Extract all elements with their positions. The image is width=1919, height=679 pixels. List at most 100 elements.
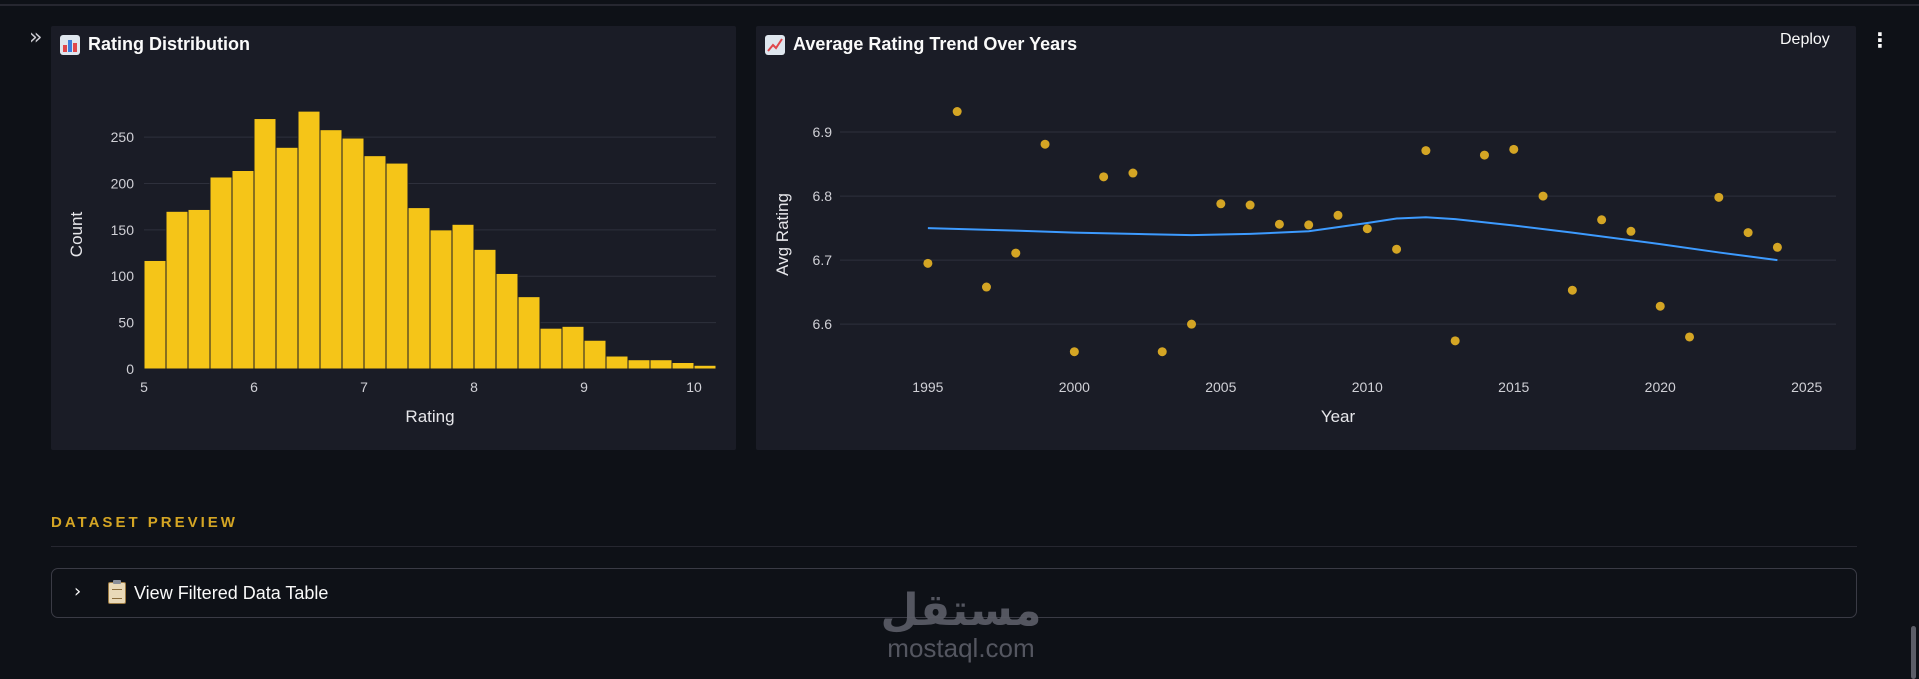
- hist-bar: [209, 176, 233, 370]
- hist-bar: [407, 207, 431, 370]
- trend-point: [1421, 146, 1431, 156]
- trend-point: [1772, 242, 1782, 252]
- rating-trend-title-text: Average Rating Trend Over Years: [793, 34, 1078, 54]
- rating-distribution-title: Rating Distribution: [60, 34, 250, 55]
- hist-y-tick-label: 50: [118, 315, 134, 331]
- trend-point: [1685, 332, 1695, 342]
- hist-bar: [451, 223, 475, 370]
- trend-point: [1274, 219, 1284, 229]
- trend-point: [952, 107, 962, 117]
- trend-point: [1187, 319, 1197, 329]
- hist-y-tick-label: 200: [111, 175, 135, 191]
- rating-trend-card: Average Rating Trend Over Years 6.6 6.7 6.…: [756, 26, 1856, 450]
- rating-trend-chart: 6.6 6.7 6.8 6.9 1995 2000 2005 2010 2015 2020 2025…: [773, 107, 1836, 426]
- hist-bar: [539, 327, 563, 370]
- trend-y-tick-label: 6.8: [813, 188, 833, 204]
- chevron-right-icon: ›: [74, 581, 82, 602]
- hist-bar: [473, 248, 497, 370]
- trend-point: [1040, 139, 1050, 149]
- hist-bar: [297, 110, 321, 370]
- trend-y-axis-label: Avg Rating: [773, 193, 792, 276]
- hist-bar: [275, 146, 299, 370]
- hist-bar: [495, 272, 519, 370]
- hist-bar: [605, 355, 629, 370]
- hist-x-tick-label: 9: [580, 379, 588, 395]
- trend-point: [1479, 150, 1489, 160]
- dataset-preview-heading: DATASET PREVIEW: [51, 514, 238, 531]
- hist-bar: [429, 229, 453, 370]
- chart-increasing-icon: [765, 34, 785, 55]
- trend-x-tick-label: 2025: [1791, 379, 1822, 395]
- hist-y-tick-label: 0: [126, 361, 134, 377]
- clipboard-icon: [108, 580, 126, 604]
- hist-bar: [363, 155, 387, 370]
- hist-x-tick-label: 8: [470, 379, 478, 395]
- view-filtered-data-expander[interactable]: › View Filtered Data Table: [51, 568, 1857, 618]
- trend-line: [927, 216, 1778, 262]
- hist-bar: [561, 325, 585, 370]
- hist-bar: [319, 129, 343, 370]
- mostaql-watermark: مستقل mostaql.com: [866, 585, 1056, 663]
- hist-bar: [627, 359, 651, 370]
- trend-x-tick-label: 2020: [1645, 379, 1676, 395]
- hist-bar: [253, 118, 277, 370]
- sidebar-expand-icon[interactable]: »: [29, 25, 43, 50]
- trend-point: [923, 258, 933, 268]
- rating-distribution-title-text: Rating Distribution: [88, 34, 250, 54]
- rating-distribution-card: Rating Distribution 0 50 100 150 200 250 5 6 7 8 9…: [51, 26, 736, 450]
- trend-point: [1538, 191, 1548, 201]
- trend-point: [1655, 301, 1665, 311]
- trend-point: [1157, 347, 1167, 357]
- trend-point: [1714, 192, 1724, 202]
- hist-bar: [341, 137, 365, 370]
- hist-x-tick-label: 6: [250, 379, 258, 395]
- hist-x-tick-label: 5: [140, 379, 148, 395]
- hist-y-tick-label: 250: [111, 129, 135, 145]
- trend-x-tick-label: 2000: [1059, 379, 1090, 395]
- hist-bar: [385, 162, 409, 370]
- main-menu-icon[interactable]: ⋮: [1870, 28, 1890, 52]
- top-divider: [0, 4, 1919, 6]
- trend-point: [981, 282, 991, 292]
- hist-bar: [517, 296, 541, 370]
- hist-bar: [583, 339, 607, 370]
- hist-bar: [671, 362, 695, 370]
- trend-point: [1099, 172, 1109, 182]
- trend-point: [1626, 226, 1636, 236]
- trend-point: [1392, 244, 1402, 254]
- hist-bar: [143, 259, 167, 370]
- rating-histogram-chart: 0 50 100 150 200 250 5 6 7 8 9 10 Rating Count: [67, 110, 717, 426]
- trend-point: [1128, 168, 1138, 178]
- rating-trend-title: Average Rating Trend Over Years: [765, 34, 1077, 55]
- hist-bar: [649, 359, 673, 370]
- hist-y-tick-label: 100: [111, 268, 135, 284]
- trend-point: [1743, 228, 1753, 238]
- watermark-latin: mostaql.com: [887, 633, 1035, 663]
- trend-point: [1011, 248, 1021, 258]
- hist-bar: [231, 169, 255, 370]
- bar-chart-icon: [60, 34, 80, 55]
- trend-point: [1597, 215, 1607, 225]
- trend-point: [1304, 220, 1314, 230]
- trend-point: [1567, 285, 1577, 295]
- trend-point: [1362, 224, 1372, 234]
- hist-bar: [187, 208, 211, 370]
- hist-y-tick-label: 150: [111, 222, 135, 238]
- deploy-button[interactable]: Deploy: [1780, 31, 1830, 48]
- hist-bar: [693, 364, 717, 370]
- hist-x-tick-label: 7: [360, 379, 368, 395]
- hist-bar: [165, 210, 189, 370]
- trend-point: [1069, 347, 1079, 357]
- trend-y-tick-label: 6.6: [813, 316, 833, 332]
- trend-x-tick-label: 2015: [1498, 379, 1529, 395]
- trend-x-axis-label: Year: [1321, 407, 1356, 426]
- trend-point: [1509, 144, 1519, 154]
- trend-point: [1245, 200, 1255, 210]
- trend-point: [1216, 199, 1226, 209]
- watermark-arabic: مستقل: [880, 585, 1042, 636]
- trend-point: [1333, 210, 1343, 220]
- trend-point: [1450, 336, 1460, 346]
- section-divider: [51, 546, 1857, 547]
- trend-x-tick-label: 2005: [1205, 379, 1236, 395]
- scrollbar-thumb[interactable]: [1911, 626, 1916, 679]
